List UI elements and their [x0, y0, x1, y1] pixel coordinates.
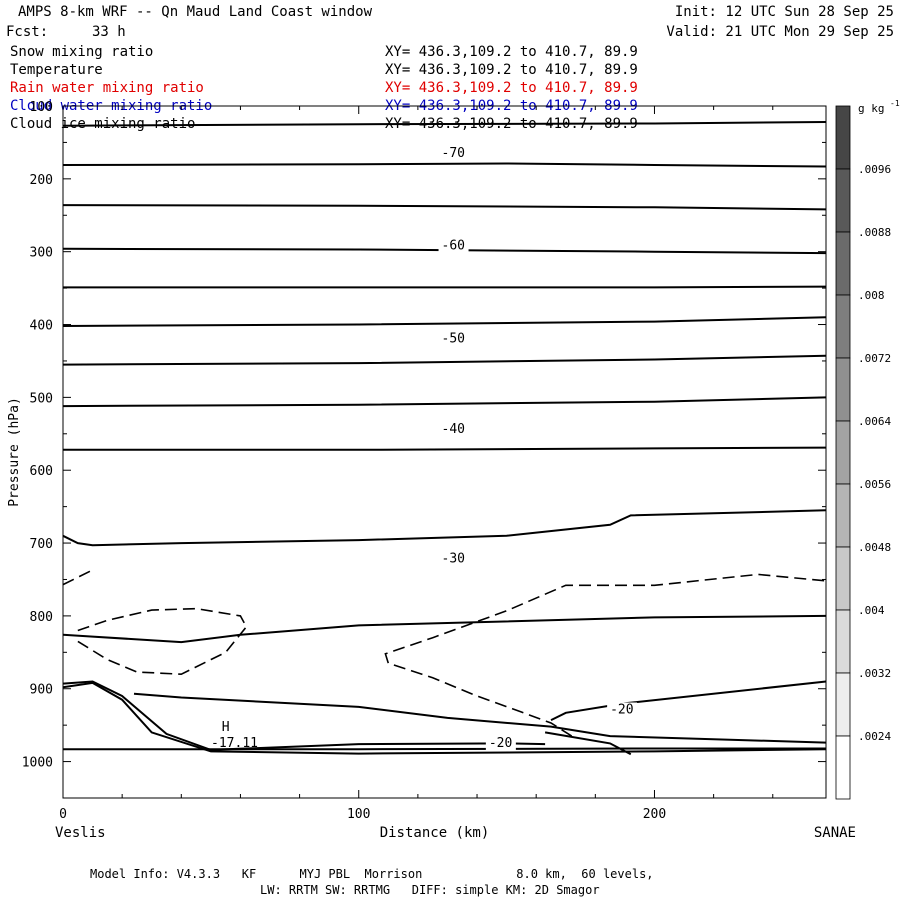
field-name: Cloud ice mixing ratio — [10, 116, 196, 132]
colorbar-label: .0096 — [858, 163, 891, 176]
contour-label: -50 — [442, 332, 465, 347]
colorbar-label: .004 — [858, 604, 885, 617]
temperature-contour — [63, 747, 826, 751]
contour-label: -40 — [442, 422, 465, 437]
temperature-contour — [133, 692, 827, 744]
mixing-ratio-contour — [384, 573, 827, 737]
mixing-ratio-contour — [62, 569, 93, 586]
y-tick-label: 100 — [30, 100, 53, 115]
contour-label-bg — [485, 736, 516, 751]
right-endpoint-label: SANAE — [814, 825, 856, 841]
temperature-contour — [62, 509, 827, 547]
contour-label-bg — [438, 145, 469, 160]
model-physics: LW: RRTM SW: RRTMG DIFF: simple KM: 2D S… — [260, 883, 600, 897]
colorbar-segment — [835, 105, 851, 170]
model-info: Model Info: V4.3.3 KF MYJ PBL Morrison 8… — [90, 867, 654, 881]
chart-title: AMPS 8-km WRF -- Qn Maud Land Coast wind… — [18, 4, 373, 20]
temperature-contour — [63, 446, 827, 451]
colorbar-label: .0048 — [858, 541, 891, 554]
temperature-contour — [62, 162, 827, 168]
forecast-label: Fcst: — [6, 24, 49, 40]
colorbar-segment — [835, 735, 851, 800]
colorbar-segment — [835, 546, 851, 611]
colorbar-label: .0032 — [858, 667, 891, 680]
colorbar-segment — [835, 168, 851, 233]
temperature-contour — [62, 316, 827, 327]
init-time: Init: 12 UTC Sun 28 Sep 25 — [674, 4, 894, 20]
contour-label: -60 — [442, 238, 465, 253]
field-name: Rain water mixing ratio — [10, 80, 204, 96]
contour-label-bg — [607, 702, 638, 717]
colorbar-label: .0064 — [858, 415, 891, 428]
colorbar-unit-exponent: -1 — [890, 99, 900, 108]
colorbar-segment — [835, 294, 851, 359]
temperature-contour — [62, 681, 827, 755]
extremum-annotation: -17.11 — [211, 736, 258, 751]
colorbar-label: .0024 — [858, 730, 891, 743]
forecast-hours: 33 h — [92, 24, 126, 40]
x-tick-label: 200 — [643, 807, 666, 822]
contour-label: -20 — [610, 703, 633, 718]
colorbar-segment — [835, 231, 851, 296]
contour-label: -30 — [442, 552, 465, 567]
colorbar-label: .0056 — [858, 478, 891, 491]
field-coordinates: XY= 436.3,109.2 to 410.7, 89.9 — [385, 80, 638, 96]
contour-label: -70 — [442, 146, 465, 161]
field-coordinates: XY= 436.3,109.2 to 410.7, 89.9 — [385, 44, 638, 60]
y-tick-label: 1000 — [22, 756, 53, 771]
y-tick-label: 700 — [30, 537, 53, 552]
contour-label-bg — [438, 551, 469, 566]
valid-time: Valid: 21 UTC Mon 29 Sep 25 — [666, 24, 894, 40]
contour-label-bg — [438, 238, 469, 253]
temperature-contour — [62, 121, 827, 127]
colorbar-label: .0088 — [858, 226, 891, 239]
temperature-contour — [550, 680, 827, 721]
x-tick-label: 100 — [347, 807, 370, 822]
y-tick-label: 200 — [30, 173, 53, 188]
colorbar-segment — [835, 483, 851, 548]
y-tick-label: 900 — [30, 683, 53, 698]
y-axis-label: Pressure (hPa) — [7, 397, 22, 507]
field-name: Snow mixing ratio — [10, 44, 154, 60]
x-axis-label: Distance (km) — [380, 825, 490, 841]
y-tick-label: 500 — [30, 391, 53, 406]
y-tick-label: 800 — [30, 610, 53, 625]
temperature-contour — [62, 396, 827, 408]
field-name: Temperature — [10, 62, 103, 78]
colorbar-unit: g kg — [858, 102, 885, 115]
colorbar-segment — [835, 420, 851, 485]
x-tick-label: 0 — [59, 807, 67, 822]
contour-label: -20 — [489, 736, 512, 751]
colorbar-segment — [835, 609, 851, 674]
colorbar-segment — [835, 672, 851, 737]
temperature-contour — [62, 614, 827, 644]
field-coordinates: XY= 436.3,109.2 to 410.7, 89.9 — [385, 62, 638, 78]
y-tick-label: 300 — [30, 246, 53, 261]
temperature-contour — [62, 247, 827, 255]
contour-label-bg — [438, 331, 469, 346]
y-tick-label: 400 — [30, 319, 53, 334]
mixing-ratio-contour — [77, 607, 248, 676]
colorbar-segment — [835, 357, 851, 422]
colorbar-label: .008 — [858, 289, 885, 302]
extremum-annotation: H — [222, 720, 230, 735]
temperature-contour — [62, 204, 827, 211]
temperature-contour — [63, 285, 827, 289]
left-endpoint-label: Veslis — [55, 825, 106, 841]
plot-frame — [62, 105, 827, 799]
temperature-contour — [62, 680, 546, 751]
colorbar-label: .0072 — [858, 352, 891, 365]
temperature-contour — [544, 731, 632, 756]
temperature-contour — [62, 354, 827, 366]
contour-label-bg — [438, 422, 469, 437]
y-tick-label: 600 — [30, 464, 53, 479]
